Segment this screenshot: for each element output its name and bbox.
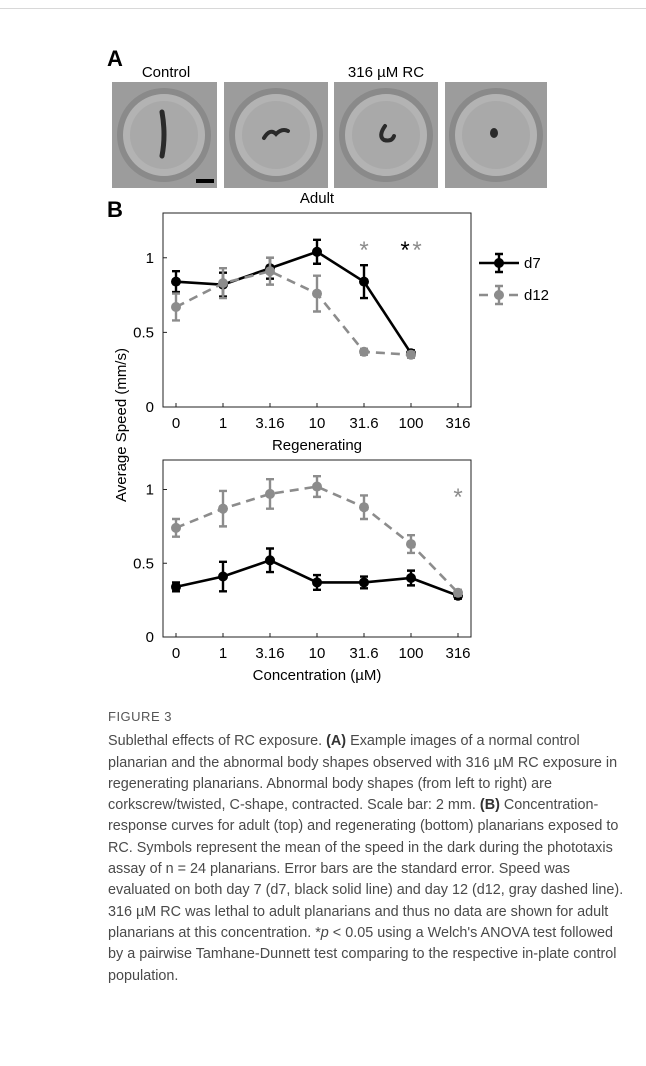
y-tick-label: 0 <box>146 399 154 416</box>
y-tick-label: 0.5 <box>133 555 154 572</box>
micrograph <box>224 82 328 188</box>
y-tick-label: 1 <box>146 250 154 267</box>
point <box>218 278 228 289</box>
point <box>312 246 322 257</box>
x-tick-label: 1 <box>219 415 227 432</box>
point <box>406 349 416 360</box>
caption-text: Concentration-response curves for adult … <box>108 797 624 941</box>
subplot-title: Adult <box>300 190 335 207</box>
x-tick-label: 1 <box>219 645 227 662</box>
x-tick-label: 31.6 <box>349 645 378 662</box>
point <box>265 266 275 277</box>
significance-marker: * <box>412 237 421 264</box>
x-tick-label: 100 <box>398 645 423 662</box>
x-tick-label: 0 <box>172 415 180 432</box>
significance-marker: * <box>453 484 462 511</box>
legend-label: d7 <box>524 255 541 272</box>
point <box>406 539 416 550</box>
caption-text: < 0.05 using a Welch's ANOVA test follow… <box>108 924 617 984</box>
point <box>312 577 322 588</box>
point <box>359 276 369 287</box>
y-tick-label: 0.5 <box>133 324 154 341</box>
point <box>359 346 369 357</box>
legend-label: d12 <box>524 287 549 304</box>
significance-marker: * <box>400 237 409 264</box>
x-tick-label: 10 <box>309 415 326 432</box>
point <box>171 581 181 592</box>
caption-panel-ref: (A) <box>326 733 347 750</box>
legend-swatch <box>494 290 504 300</box>
figure: A Control 316 µM RC B Adult 0 0 <box>0 8 646 684</box>
panel-label: A <box>107 46 123 71</box>
image-label: Control <box>142 64 190 81</box>
x-tick-label: 3.16 <box>255 415 284 432</box>
caption-panel-ref: (B) <box>479 797 500 814</box>
point <box>265 488 275 499</box>
micrograph <box>334 82 438 188</box>
point <box>312 288 322 299</box>
series-line <box>175 250 413 354</box>
caption-text: Sublethal effects of RC exposure. (A) Ex… <box>108 731 628 987</box>
legend-swatch <box>494 258 504 268</box>
point <box>171 522 181 533</box>
y-tick-label: 1 <box>146 482 154 499</box>
caption-italic: p <box>320 924 329 941</box>
series-line <box>175 269 412 357</box>
micrographs <box>112 82 547 188</box>
caption: FIGURE 3 Sublethal effects of RC exposur… <box>108 706 628 987</box>
x-axis-label: Concentration (µM) <box>253 667 382 684</box>
panel-label: B <box>107 197 123 222</box>
x-tick-label: 316 <box>445 415 470 432</box>
x-tick-label: 31.6 <box>349 415 378 432</box>
x-tick-label: 100 <box>398 415 423 432</box>
point <box>359 502 369 513</box>
point <box>453 587 463 598</box>
image-label: 316 µM RC <box>348 64 424 81</box>
caption-text: Sublethal effects of RC exposure. <box>108 733 327 750</box>
point <box>218 503 228 514</box>
significance-marker: * <box>359 237 368 264</box>
micrograph <box>445 82 547 188</box>
x-tick-label: 10 <box>309 645 326 662</box>
x-tick-label: 3.16 <box>255 645 284 662</box>
point <box>406 573 416 583</box>
point <box>218 571 228 582</box>
subplot-title: Regenerating <box>272 437 362 454</box>
x-tick-label: 316 <box>445 645 470 662</box>
point <box>171 276 181 287</box>
caption-label: FIGURE 3 <box>108 709 172 724</box>
micrograph <box>112 82 217 188</box>
point <box>171 302 181 313</box>
point <box>265 555 275 566</box>
y-axis-label: Average Speed (mm/s) <box>113 348 130 502</box>
caption-text: Example images of a normal control plana… <box>108 733 618 814</box>
y-tick-label: 0 <box>146 629 154 646</box>
x-tick-label: 0 <box>172 645 180 662</box>
point <box>359 577 369 588</box>
point <box>312 481 322 492</box>
